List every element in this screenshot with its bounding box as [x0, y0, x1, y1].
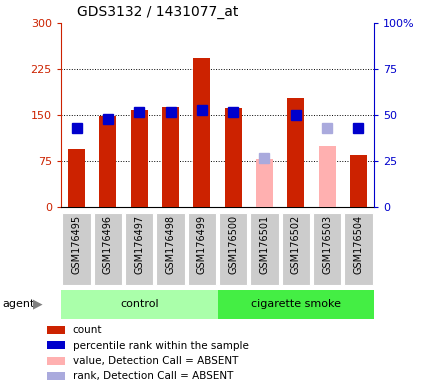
Text: value, Detection Call = ABSENT: value, Detection Call = ABSENT — [73, 356, 238, 366]
Bar — [224, 108, 241, 207]
FancyBboxPatch shape — [217, 290, 373, 319]
Bar — [47, 326, 65, 334]
Text: GSM176498: GSM176498 — [165, 215, 175, 274]
Bar — [349, 155, 366, 207]
Bar — [47, 357, 65, 365]
FancyBboxPatch shape — [156, 213, 184, 285]
Text: count: count — [73, 325, 102, 335]
Bar — [193, 58, 210, 207]
Bar — [161, 107, 179, 207]
Bar — [99, 116, 116, 207]
Text: GSM176497: GSM176497 — [134, 215, 144, 274]
FancyBboxPatch shape — [250, 213, 278, 285]
Text: cigarette smoke: cigarette smoke — [250, 299, 340, 310]
Text: GSM176495: GSM176495 — [72, 215, 81, 274]
FancyBboxPatch shape — [62, 213, 90, 285]
Text: GSM176500: GSM176500 — [228, 215, 237, 274]
Text: rank, Detection Call = ABSENT: rank, Detection Call = ABSENT — [73, 371, 233, 381]
Text: ▶: ▶ — [33, 298, 42, 311]
Text: percentile rank within the sample: percentile rank within the sample — [73, 341, 248, 351]
FancyBboxPatch shape — [125, 213, 153, 285]
Text: GSM176502: GSM176502 — [290, 215, 300, 274]
FancyBboxPatch shape — [219, 213, 247, 285]
Text: GSM176503: GSM176503 — [322, 215, 331, 274]
Bar — [47, 341, 65, 349]
Text: control: control — [120, 299, 158, 310]
Text: agent: agent — [2, 299, 34, 310]
Bar — [47, 372, 65, 380]
FancyBboxPatch shape — [94, 213, 122, 285]
Bar — [255, 159, 273, 207]
FancyBboxPatch shape — [187, 213, 215, 285]
Bar — [68, 149, 85, 207]
Bar — [286, 98, 304, 207]
Bar — [318, 146, 335, 207]
Bar — [130, 110, 148, 207]
Text: GSM176496: GSM176496 — [103, 215, 112, 274]
FancyBboxPatch shape — [61, 290, 217, 319]
Text: GSM176504: GSM176504 — [353, 215, 362, 274]
Text: GSM176499: GSM176499 — [197, 215, 206, 274]
FancyBboxPatch shape — [344, 213, 372, 285]
FancyBboxPatch shape — [281, 213, 309, 285]
Text: GSM176501: GSM176501 — [259, 215, 269, 274]
FancyBboxPatch shape — [312, 213, 340, 285]
Text: GDS3132 / 1431077_at: GDS3132 / 1431077_at — [76, 5, 237, 19]
